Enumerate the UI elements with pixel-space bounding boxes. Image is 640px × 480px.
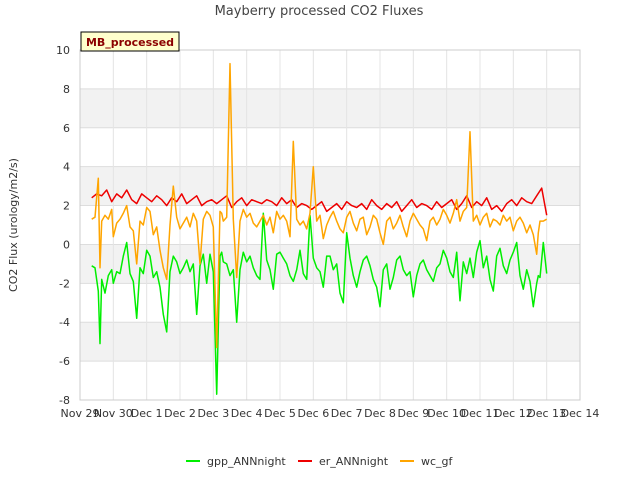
x-tick-label: Dec 2 <box>164 407 196 420</box>
y-tick-label: 2 <box>63 200 70 213</box>
x-tick-label: Dec 11 <box>461 407 500 420</box>
y-tick-label: 6 <box>63 122 70 135</box>
y-tick-label: -6 <box>59 355 70 368</box>
y-tick-labels: -8 -6 -4 -2 0 2 4 6 8 10 <box>56 44 70 407</box>
plot-band <box>80 322 580 362</box>
chart-title: Mayberry processed CO2 Fluxes <box>215 4 424 19</box>
y-tick-label: -4 <box>59 316 70 329</box>
x-tick-label: Dec 9 <box>397 407 429 420</box>
badge-label: MB_processed <box>86 36 174 49</box>
y-tick-label: -2 <box>59 277 70 290</box>
series-lines <box>91 62 548 395</box>
plot-band <box>80 244 580 284</box>
y-tick-label: 4 <box>63 161 70 174</box>
plot-band <box>80 283 580 323</box>
series-line-er-annnight <box>91 187 548 216</box>
x-tick-label: Dec 10 <box>427 407 466 420</box>
x-tick-label: Dec 8 <box>364 407 396 420</box>
series-line-wc-gf <box>91 62 548 349</box>
plot-band <box>80 127 580 167</box>
plot-frame <box>79 49 581 401</box>
y-axis-label: CO2 Flux (urology/m2/s) <box>7 158 20 292</box>
x-tick-label: Dec 1 <box>131 407 163 420</box>
x-tick-label: Dec 5 <box>264 407 296 420</box>
legend-label: er_ANNnight <box>319 455 389 468</box>
mb-processed-badge: MB_processed <box>80 31 180 52</box>
x-tick-label: Dec 7 <box>331 407 363 420</box>
legend-label: gpp_ANNnight <box>207 455 286 468</box>
legend-label: wc_gf <box>421 455 454 468</box>
plot-band <box>80 88 580 128</box>
plot-bands <box>80 50 580 400</box>
x-tick-label: Dec 4 <box>231 407 263 420</box>
y-tick-label: -8 <box>59 394 70 407</box>
series-line-gpp-annnight <box>91 212 548 395</box>
x-tick-label: Dec 14 <box>561 407 600 420</box>
x-tick-label: Dec 3 <box>197 407 229 420</box>
x-tick-label: Nov 29 <box>61 407 100 420</box>
y-tick-label: 10 <box>56 44 70 57</box>
plot-band <box>80 50 580 89</box>
x-tick-label: Dec 6 <box>297 407 329 420</box>
plot-band <box>80 205 580 245</box>
plot-band <box>80 166 580 206</box>
x-tick-label: Nov 30 <box>94 407 133 420</box>
x-tick-label: Dec 13 <box>527 407 566 420</box>
y-tick-label: 8 <box>63 83 70 96</box>
x-tick-label: Dec 12 <box>494 407 533 420</box>
y-tick-label: 0 <box>63 238 70 251</box>
plot-band <box>80 361 580 400</box>
gridlines <box>79 49 581 401</box>
legend: gpp_ANNnight er_ANNnight wc_gf <box>186 455 454 468</box>
